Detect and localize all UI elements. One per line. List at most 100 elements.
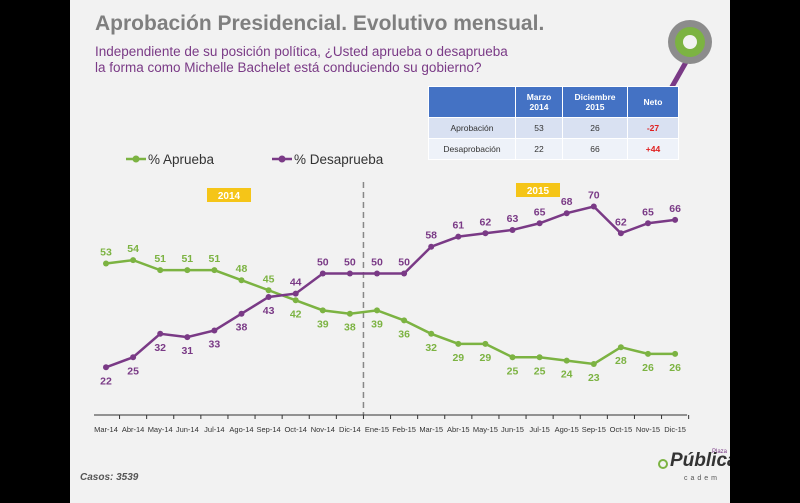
x-tick-label: Abr-14 bbox=[122, 425, 145, 434]
data-label: 43 bbox=[263, 305, 275, 317]
summary-row-desaprobacion: Desaprobación 22 66 +44 bbox=[428, 138, 679, 160]
series-points bbox=[103, 203, 679, 371]
data-point bbox=[211, 327, 218, 334]
data-label: 31 bbox=[181, 345, 193, 357]
year-badge-label: 2014 bbox=[218, 191, 241, 202]
data-label: 25 bbox=[127, 365, 139, 377]
data-label: 36 bbox=[398, 328, 410, 340]
page-subtitle: Independiente de su posición política, ¿… bbox=[95, 44, 508, 75]
page-title: Aprobación Presidencial. Evolutivo mensu… bbox=[95, 12, 545, 35]
data-label: 23 bbox=[588, 372, 600, 384]
data-point bbox=[672, 350, 679, 357]
legend-label: % Desaprueba bbox=[294, 152, 384, 167]
data-point bbox=[617, 344, 624, 351]
logo-plaza: Plaza bbox=[712, 449, 728, 455]
data-point bbox=[536, 220, 543, 227]
data-label: 62 bbox=[480, 216, 492, 228]
data-label: 48 bbox=[236, 263, 248, 275]
series-line bbox=[105, 205, 676, 369]
plaza-publica-logo: Pública Plaza cadem bbox=[654, 448, 730, 492]
data-point bbox=[265, 287, 272, 294]
year-badges: 2014 2015 bbox=[207, 183, 560, 202]
logo-brand: Pública bbox=[670, 450, 730, 471]
data-label: 50 bbox=[317, 257, 329, 269]
x-tick-label: Ago-14 bbox=[229, 425, 253, 434]
x-tick-label: Ene-15 bbox=[365, 425, 389, 434]
legend-marker bbox=[278, 155, 286, 163]
logo-dot-inner-icon bbox=[660, 461, 666, 467]
data-point bbox=[103, 364, 109, 371]
data-label: 66 bbox=[669, 203, 681, 215]
data-label: 58 bbox=[425, 230, 437, 242]
data-point bbox=[184, 267, 191, 274]
x-axis-ticks bbox=[119, 415, 690, 419]
x-tick-label: Feb-15 bbox=[392, 425, 416, 434]
x-tick-label: Jun-15 bbox=[501, 425, 524, 434]
x-tick-label: Mar-14 bbox=[94, 425, 118, 434]
x-tick-label: May-14 bbox=[148, 425, 173, 434]
data-point bbox=[645, 350, 651, 357]
summary-diciembre-value: 26 bbox=[562, 117, 628, 139]
data-point bbox=[401, 270, 408, 277]
data-label: 50 bbox=[371, 257, 383, 269]
approval-line-chart: % Aprueba % Desaprueba 2014 2015 Mar-14 Abr… bbox=[94, 152, 690, 434]
x-tick-label: Ago-15 bbox=[555, 425, 579, 434]
year-badge bbox=[207, 188, 251, 202]
x-axis-tick-labels: Mar-14 Abr-14 May-14 Jun-14 Jul-14 Ago-14 Sep-… bbox=[94, 425, 686, 434]
x-tick-label: Sep-14 bbox=[257, 425, 281, 434]
data-label: 68 bbox=[561, 196, 573, 208]
summary-diciembre-value: 66 bbox=[562, 138, 628, 160]
data-point bbox=[103, 260, 109, 267]
x-tick-label: Mar-15 bbox=[419, 425, 443, 434]
data-label: 63 bbox=[507, 213, 519, 225]
data-point bbox=[509, 226, 516, 233]
x-tick-label: Dic-14 bbox=[339, 425, 361, 434]
data-point bbox=[482, 230, 489, 237]
data-label: 65 bbox=[534, 206, 546, 218]
data-label: 28 bbox=[615, 355, 627, 367]
data-label: 62 bbox=[615, 216, 627, 228]
data-point bbox=[346, 270, 353, 277]
data-label: 38 bbox=[236, 322, 248, 334]
data-point bbox=[292, 290, 299, 297]
data-point bbox=[184, 334, 191, 341]
data-point bbox=[292, 297, 299, 304]
data-point bbox=[509, 354, 516, 361]
data-point bbox=[536, 354, 543, 361]
data-label: 33 bbox=[209, 338, 221, 350]
x-tick-label: Dic-15 bbox=[664, 425, 686, 434]
legend-label: % Aprueba bbox=[148, 152, 215, 167]
data-label: 29 bbox=[480, 352, 492, 364]
data-point bbox=[672, 216, 679, 223]
data-point bbox=[645, 220, 651, 227]
data-point bbox=[590, 203, 597, 210]
x-tick-label: Jul-15 bbox=[529, 425, 549, 434]
data-label: 38 bbox=[344, 322, 356, 334]
x-tick-label: May-15 bbox=[473, 425, 498, 434]
data-point bbox=[374, 270, 380, 277]
data-labels: 53 54 51 51 51 48 45 42 39 38 39 36 32 29 29 25 25 24 23 28… bbox=[100, 190, 681, 388]
data-label: 53 bbox=[100, 246, 112, 258]
summary-header-row: Marzo 2014 Diciembre 2015 Neto bbox=[428, 86, 679, 118]
data-point bbox=[211, 267, 218, 274]
x-tick-label: Jun-14 bbox=[176, 425, 199, 434]
data-label: 42 bbox=[290, 308, 302, 320]
data-point bbox=[238, 277, 245, 284]
data-label: 22 bbox=[100, 375, 112, 387]
data-label: 45 bbox=[263, 273, 275, 285]
data-point bbox=[428, 243, 435, 250]
summary-marzo-value: 53 bbox=[515, 117, 563, 139]
x-tick-label: Abr-15 bbox=[447, 425, 470, 434]
logo-sub: cadem bbox=[684, 475, 721, 482]
chart-legend: % Aprueba % Desaprueba bbox=[126, 152, 384, 167]
data-point bbox=[563, 357, 570, 364]
data-point bbox=[590, 360, 597, 367]
data-label: 32 bbox=[154, 342, 166, 354]
data-label: 24 bbox=[561, 369, 573, 381]
data-label: 61 bbox=[452, 220, 464, 232]
data-point bbox=[265, 293, 272, 300]
data-label: 25 bbox=[507, 365, 519, 377]
data-point bbox=[319, 307, 326, 314]
data-point bbox=[563, 210, 570, 217]
